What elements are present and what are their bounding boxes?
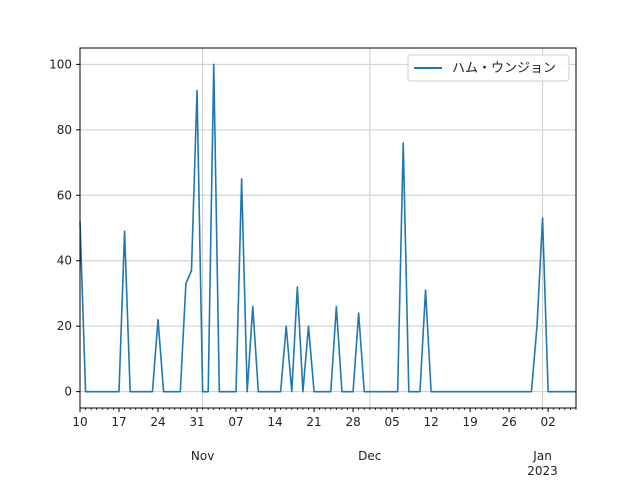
y-tick-label: 80 bbox=[57, 123, 72, 137]
x-tick-label: 28 bbox=[345, 415, 360, 429]
legend-box bbox=[407, 54, 570, 82]
x-tick-label: 26 bbox=[501, 415, 516, 429]
x-month-label: Jan bbox=[532, 449, 552, 463]
x-tick-label: 07 bbox=[228, 415, 243, 429]
y-tick-label: 60 bbox=[57, 188, 72, 202]
y-tick-label: 0 bbox=[64, 385, 72, 399]
grid bbox=[80, 48, 576, 408]
legend-label: ハム・ウンジョン bbox=[452, 61, 556, 76]
x-tick-label: 10 bbox=[72, 415, 87, 429]
x-month-label: Dec bbox=[358, 449, 381, 463]
series-line bbox=[79, 63, 576, 393]
x-month-label: Nov bbox=[191, 449, 214, 463]
x-tick-label: 24 bbox=[150, 415, 165, 429]
x-tick-label: 05 bbox=[384, 415, 399, 429]
y-tick-label: 40 bbox=[57, 254, 72, 268]
series-layer bbox=[79, 63, 576, 393]
y-tick-label: 100 bbox=[49, 57, 72, 71]
x-tick-label: 14 bbox=[267, 415, 282, 429]
x-tick-label: 12 bbox=[423, 415, 438, 429]
x-tick-label: 19 bbox=[462, 415, 477, 429]
x-tick-label: 02 bbox=[540, 415, 555, 429]
y-tick-label: 20 bbox=[57, 319, 72, 333]
x-year-label: 2023 bbox=[527, 464, 558, 478]
y-axis: 0 20 40 60 80 100 bbox=[49, 57, 80, 399]
plot-frame bbox=[79, 47, 577, 409]
x-tick-label: 21 bbox=[306, 415, 321, 429]
legend: ハム・ウンジョン bbox=[407, 54, 570, 82]
x-tick-label: 17 bbox=[111, 415, 126, 429]
x-tick-label: 31 bbox=[189, 415, 204, 429]
